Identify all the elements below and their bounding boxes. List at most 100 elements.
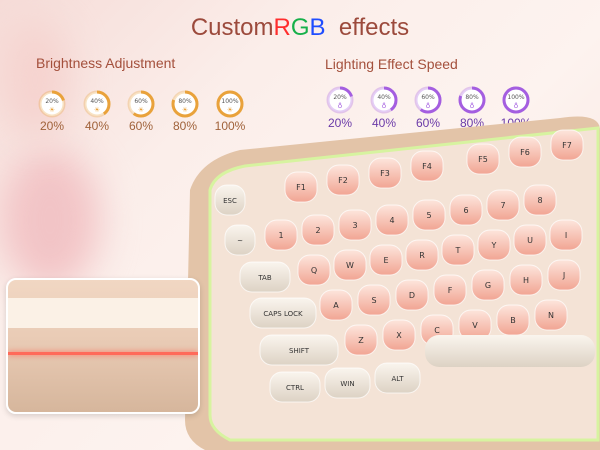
key: TAB <box>239 261 291 293</box>
key: Q <box>297 254 331 286</box>
key-label: B <box>510 316 516 325</box>
key: N <box>534 299 568 331</box>
brightness-level-label: 60% <box>128 119 154 133</box>
key: 4 <box>375 204 409 236</box>
key-label: CAPS LOCK <box>263 310 303 318</box>
key: 3 <box>338 209 372 241</box>
key-label: F7 <box>562 141 572 150</box>
key-label: F <box>448 286 453 295</box>
key-label: 3 <box>352 221 357 230</box>
light-strip <box>8 352 198 355</box>
key: B <box>496 304 530 336</box>
sun-icon: ☀ <box>94 106 100 114</box>
key-label: F4 <box>422 162 432 171</box>
key-label: T <box>455 246 461 255</box>
inset-side-view <box>6 278 200 414</box>
brightness-ring: 20% ☀ <box>37 89 67 119</box>
key: 6 <box>449 194 483 226</box>
speed-ring: 40% ♁ <box>369 85 399 115</box>
lightbulb-icon: ♁ <box>337 102 342 110</box>
ring-inner-label: 20% <box>333 94 347 101</box>
speed-level-label: 40% <box>371 116 397 130</box>
flower-blur <box>0 20 70 140</box>
key-label: F3 <box>380 169 390 178</box>
key-label: X <box>396 331 402 340</box>
brightness-ring: 100% ☀ <box>215 89 245 119</box>
key: F3 <box>368 157 402 189</box>
brightness-level-label: 80% <box>172 119 198 133</box>
key: ESC <box>214 184 246 216</box>
lightbulb-icon: ♁ <box>425 102 430 110</box>
keycap-row <box>8 298 198 328</box>
key: T <box>441 234 475 266</box>
title-part2: effects <box>338 14 410 41</box>
key: J <box>547 259 581 291</box>
key-label: Q <box>311 266 317 275</box>
key-label: W <box>346 261 354 270</box>
key: F5 <box>466 143 500 175</box>
sun-icon: ☀ <box>227 106 233 114</box>
speed-level-label: 60% <box>415 116 441 130</box>
key: S <box>357 284 391 316</box>
key-label: ALT <box>391 375 404 383</box>
key-label: F6 <box>520 148 530 157</box>
lightbulb-icon: ♁ <box>469 102 474 110</box>
key: 1 <box>264 219 298 251</box>
title-part1: Custom <box>190 14 274 41</box>
key-label: F5 <box>478 155 488 164</box>
speed-level-label: 20% <box>327 116 353 130</box>
key: A <box>319 289 353 321</box>
speed-ring: 80% ♁ <box>457 85 487 115</box>
ring-inner-label: 80% <box>178 98 192 105</box>
key: F6 <box>508 136 542 168</box>
key-label: N <box>548 311 554 320</box>
lightbulb-icon: ♁ <box>381 102 386 110</box>
ring-inner-label: 100% <box>507 94 524 101</box>
page-title: CustomRGB effects <box>0 14 600 42</box>
key-label: F1 <box>296 183 306 192</box>
ring-inner-label: 20% <box>45 98 59 105</box>
key: R <box>405 239 439 271</box>
speed-ring: 60% ♁ <box>413 85 443 115</box>
brightness-heading: Brightness Adjustment <box>36 55 176 71</box>
key-label: TAB <box>257 274 272 282</box>
title-g: G <box>290 14 310 41</box>
key: F4 <box>410 150 444 182</box>
key-label: Z <box>358 336 364 345</box>
key: F7 <box>550 129 584 161</box>
key-label: 1 <box>278 231 283 240</box>
brightness-level-label: 40% <box>84 119 110 133</box>
key-label: H <box>523 276 529 285</box>
brightness-ring: 40% ☀ <box>82 89 112 119</box>
key: 5 <box>412 199 446 231</box>
key-label: 8 <box>537 196 542 205</box>
key: U <box>513 224 547 256</box>
key: SHIFT <box>259 334 339 366</box>
ring-inner-label: 40% <box>377 94 391 101</box>
key: CAPS LOCK <box>249 297 317 329</box>
title-r: R <box>273 14 291 41</box>
key: ALT <box>374 362 421 394</box>
ring-inner-label: 60% <box>134 98 148 105</box>
key: F <box>433 274 467 306</box>
brightness-level-label: 100% <box>214 119 246 133</box>
key-label: E <box>383 256 388 265</box>
key-label: V <box>472 321 478 330</box>
ring-inner-label: 100% <box>221 98 238 105</box>
key-label: R <box>419 251 425 260</box>
key-label: D <box>409 291 415 300</box>
ring-inner-label: 40% <box>90 98 104 105</box>
key-label: WIN <box>340 380 354 388</box>
key-label: 6 <box>463 206 468 215</box>
key: ~ <box>224 224 256 256</box>
brightness-ring: 60% ☀ <box>126 89 156 119</box>
flower-blur <box>0 150 100 290</box>
key: H <box>509 264 543 296</box>
key-label: S <box>371 296 376 305</box>
key-label: I <box>565 231 567 240</box>
key-label: A <box>333 301 339 310</box>
key-label: ~ <box>237 237 243 245</box>
title-b: B <box>309 14 326 41</box>
key-label: CTRL <box>286 384 304 392</box>
